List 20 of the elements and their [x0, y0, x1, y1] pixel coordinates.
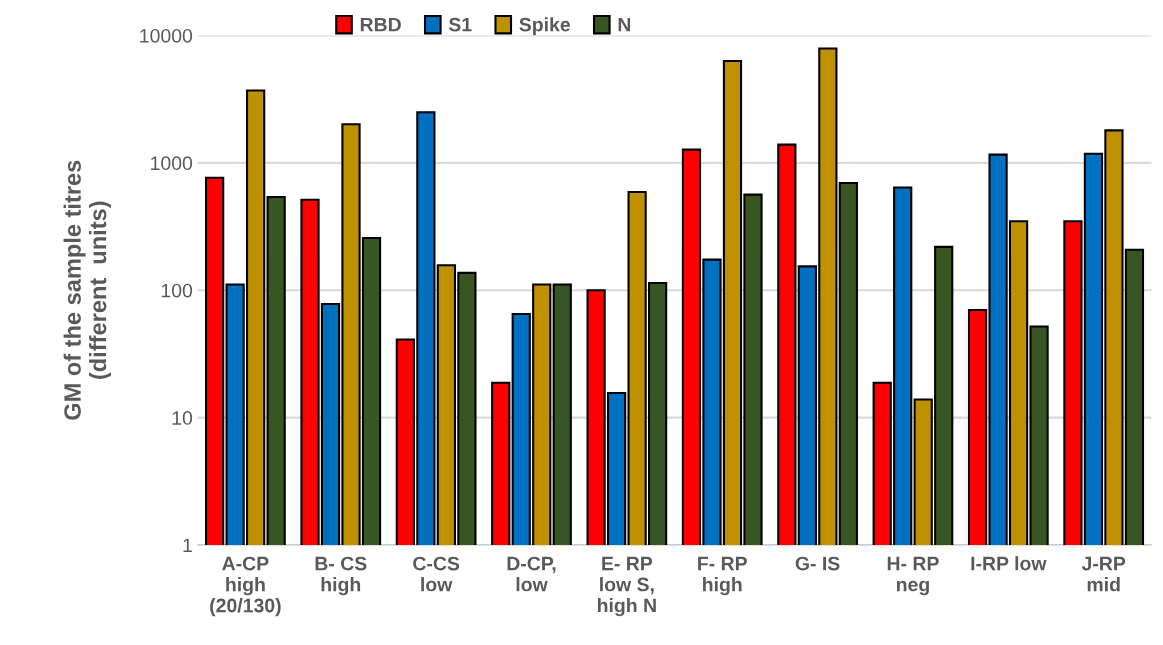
x-tick-label: D-CP, low [507, 556, 556, 592]
legend-label: Spike [519, 17, 571, 36]
y-axis-title: GM of the sample titres (different units) [63, 160, 112, 420]
legend-label: N [618, 17, 631, 32]
x-tick-label: C-CS low [413, 556, 460, 592]
x-tick-label: A-CP high (20/130) [210, 556, 281, 617]
x-tick-label: E- RP low S, high N [597, 556, 656, 617]
legend-label: RBD [360, 17, 401, 32]
x-tick-label: G- IS [795, 556, 840, 571]
x-tick-label: I-RP low [971, 556, 1047, 571]
y-tick-label: 10 [172, 411, 193, 425]
x-tick-label: J-RP mid [1081, 556, 1126, 592]
x-tick-label: H- RP neg [887, 556, 939, 596]
y-tick-label: 1000 [151, 156, 193, 171]
y-tick-label: 1 [183, 538, 192, 553]
x-tick-label: B- CS high [315, 556, 367, 596]
y-tick-label: 10000 [140, 28, 193, 43]
legend-label: S1 [448, 17, 472, 32]
x-tick-label: F- RP high [698, 556, 747, 596]
y-tick-label: 100 [161, 283, 193, 298]
